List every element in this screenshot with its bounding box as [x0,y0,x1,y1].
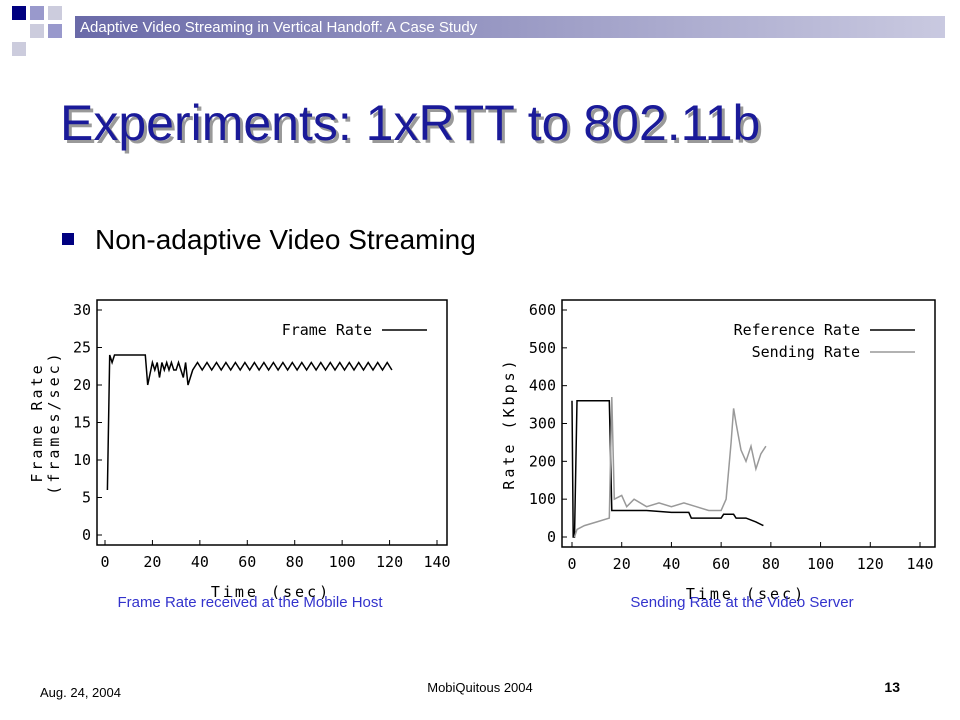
y-tick-label: 100 [529,490,556,508]
x-tick-label: 140 [423,553,450,571]
x-tick-label: 20 [613,555,631,573]
x-tick-label: 100 [807,555,834,573]
y-axis-label: (frames/sec) [45,350,63,494]
footer-venue: MobiQuitous 2004 [427,680,533,695]
deco [12,6,26,20]
y-tick-label: 25 [73,339,91,357]
y-tick-label: 30 [73,301,91,319]
legend-label: Frame Rate [282,321,372,339]
y-tick-label: 0 [82,526,91,544]
data-line [571,400,764,538]
x-tick-label: 20 [143,553,161,571]
data-line [573,396,767,538]
plot-frame [96,299,448,546]
bullet: Non-adaptive Video Streaming [95,224,476,255]
x-tick-label: 80 [762,555,780,573]
title: Experiments: 1xRTT to 802.11b [60,95,760,151]
deco [30,24,44,38]
y-axis-label: Rate (Kbps) [500,357,518,489]
y-tick-label: 5 [82,489,91,507]
footer-date: Aug. 24, 2004 [40,685,121,700]
deco [48,24,62,38]
x-tick-label: 140 [906,555,933,573]
legend-label: Sending Rate [752,343,860,361]
y-tick-label: 20 [73,376,91,394]
x-tick-label: 60 [238,553,256,571]
x-tick-label: 40 [662,555,680,573]
y-tick-label: 500 [529,339,556,357]
legend-label: Reference Rate [734,321,860,339]
deco [12,42,26,56]
x-axis-label: Time (sec) [211,583,331,601]
x-tick-label: 120 [376,553,403,571]
caption: Frame Rate received at the Mobile Host [117,594,383,611]
x-tick-label: 0 [100,553,109,571]
x-tick-label: 80 [286,553,304,571]
y-tick-label: 200 [529,452,556,470]
y-axis-label: Frame Rate [28,362,46,482]
title-shadow: Experiments: 1xRTT to 802.11b [63,98,763,154]
y-tick-label: 300 [529,415,556,433]
deco [30,6,44,20]
data-line [106,354,393,491]
deco [48,6,62,20]
caption: Sending Rate at the Video Server [630,594,853,611]
y-tick-label: 0 [547,528,556,546]
x-axis-label: Time (sec) [686,585,806,603]
header-bar [75,16,945,38]
page-number: 13 [884,679,900,695]
x-tick-label: 100 [329,553,356,571]
x-tick-label: 40 [191,553,209,571]
y-tick-label: 15 [73,414,91,432]
y-tick-label: 400 [529,377,556,395]
x-tick-label: 120 [857,555,884,573]
y-tick-label: 10 [73,451,91,469]
y-tick-label: 600 [529,301,556,319]
header: Adaptive Video Streaming in Vertical Han… [80,19,478,36]
x-tick-label: 60 [712,555,730,573]
bullet-mark [62,233,74,245]
x-tick-label: 0 [567,555,576,573]
